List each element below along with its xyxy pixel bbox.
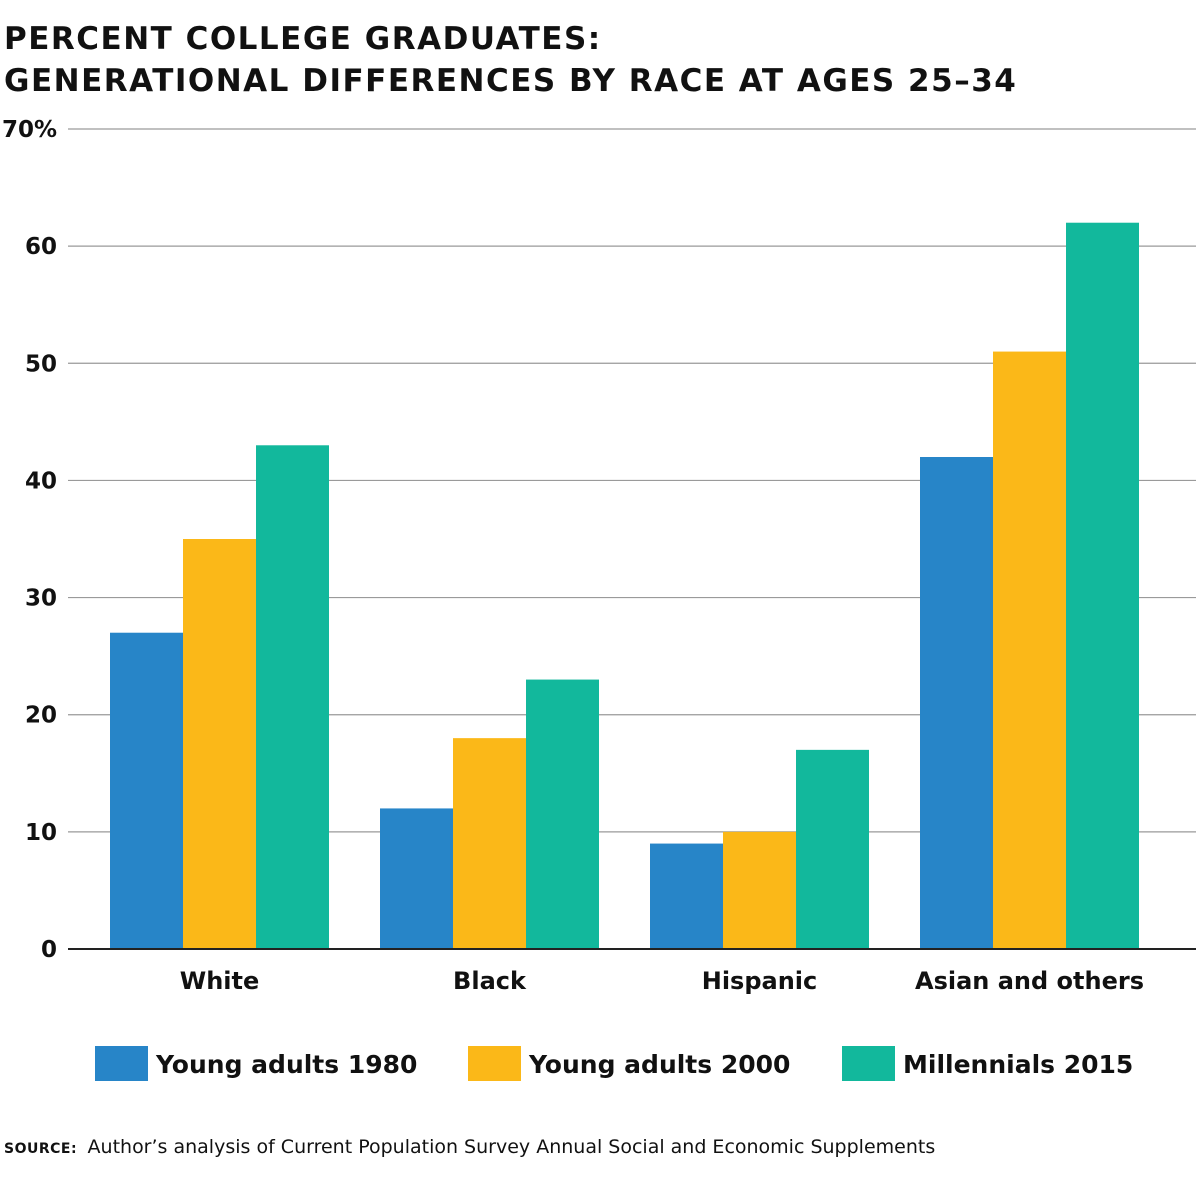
bars: [110, 222, 1139, 950]
x-category-label: White: [180, 967, 260, 995]
bar-hispanic-series-1: [650, 843, 723, 949]
y-tick-label: 0: [41, 937, 57, 963]
legend-label: Young adults 1980: [155, 1050, 417, 1079]
source-note: SOURCE: Author’s analysis of Current Pop…: [4, 1136, 935, 1158]
bar-asian-and-others-series-3: [1066, 222, 1139, 949]
x-axis-categories: White Black Hispanic Asian and others: [180, 967, 1144, 995]
y-tick-label: 60: [25, 234, 57, 260]
y-tick-label: 20: [25, 703, 57, 729]
source-text: Author’s analysis of Current Population …: [88, 1136, 936, 1158]
bar-asian-and-others-series-2: [993, 351, 1066, 950]
y-tick-label: 70%: [2, 117, 57, 143]
bar-black-series-1: [380, 808, 453, 949]
chart-title-line-2: GENERATIONAL DIFFERENCES BY RACE AT AGES…: [4, 63, 1017, 99]
bar-black-series-3: [526, 679, 599, 949]
y-tick-label: 30: [25, 586, 57, 612]
legend-label: Young adults 2000: [528, 1050, 790, 1079]
legend: Young adults 1980 Young adults 2000 Millen…: [95, 1046, 1133, 1081]
bar-white-series-1: [110, 632, 183, 949]
bar-black-series-2: [453, 738, 526, 949]
bar-white-series-3: [256, 445, 329, 949]
legend-swatch: [842, 1046, 895, 1081]
chart-title-line-1: PERCENT COLLEGE GRADUATES:: [4, 21, 602, 57]
bar-hispanic-series-2: [723, 831, 796, 949]
x-category-label: Hispanic: [702, 967, 818, 995]
legend-swatch: [468, 1046, 521, 1081]
x-category-label: Black: [453, 967, 527, 995]
bar-white-series-2: [183, 539, 256, 949]
y-axis-ticks: 0 10 20 30 40 50 60 70%: [2, 117, 57, 963]
legend-label: Millennials 2015: [903, 1050, 1133, 1079]
legend-swatch: [95, 1046, 148, 1081]
y-tick-label: 40: [25, 468, 57, 494]
x-category-label: Asian and others: [915, 967, 1144, 995]
y-tick-label: 10: [25, 820, 57, 846]
bar-hispanic-series-3: [796, 749, 869, 949]
y-tick-label: 50: [25, 351, 57, 377]
source-label: SOURCE:: [4, 1141, 77, 1157]
bar-asian-and-others-series-1: [920, 457, 993, 949]
